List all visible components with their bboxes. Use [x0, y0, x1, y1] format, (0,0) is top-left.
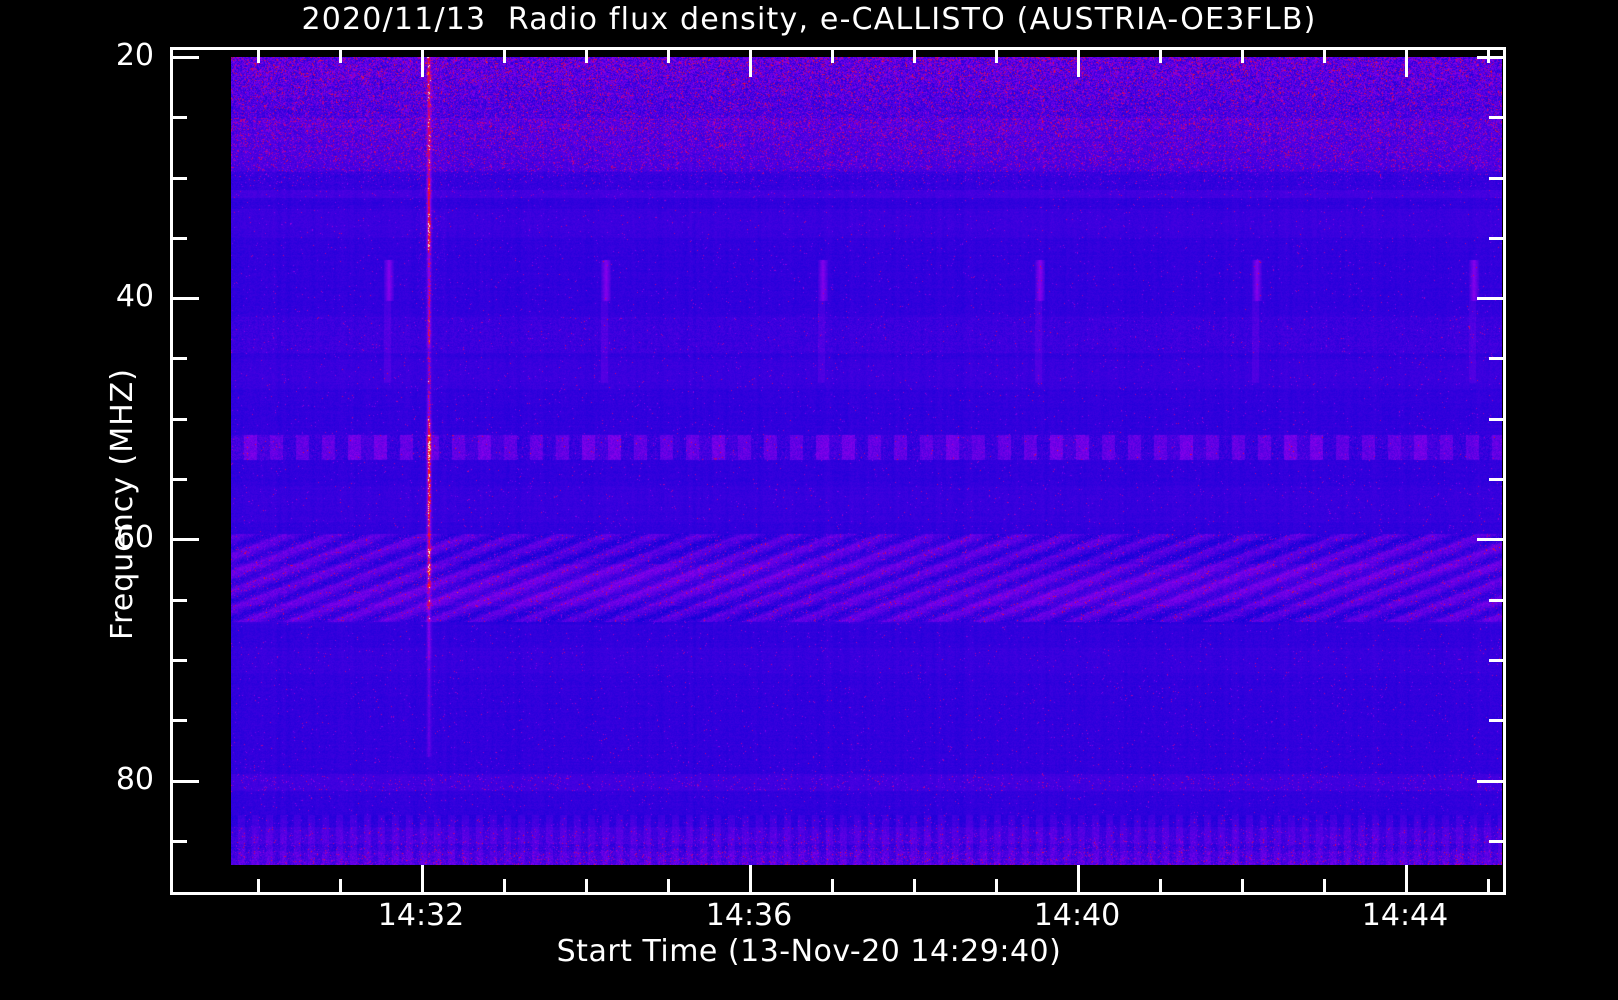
y-tick-right-85	[1489, 840, 1503, 843]
y-tick-right-30	[1489, 177, 1503, 180]
y-tick-right-75	[1489, 719, 1503, 722]
x-tick-top-11	[1159, 47, 1162, 63]
x-tick-label-14-32: 14:32	[377, 898, 465, 933]
x-tick-label-14-44: 14:44	[1361, 898, 1449, 933]
x-axis-title: Start Time (13-Nov-20 14:29:40)	[556, 934, 1062, 969]
x-tick-14	[1405, 865, 1408, 895]
x-tick-label-14-40: 14:40	[1033, 898, 1121, 933]
y-tick-right-65	[1489, 599, 1503, 602]
y-tick-right-70	[1489, 659, 1503, 662]
x-tick-top-3	[503, 47, 506, 63]
y-tick-55	[173, 478, 187, 481]
x-tick-top-5	[667, 47, 670, 63]
x-tick-12	[1241, 879, 1244, 895]
y-tick-right-50	[1489, 418, 1503, 421]
y-tick-70	[173, 659, 187, 662]
y-tick-right-45	[1489, 357, 1503, 360]
x-tick-2	[421, 865, 424, 895]
x-tick-8	[913, 879, 916, 895]
x-tick-top-8	[913, 47, 916, 63]
x-tick-5	[667, 879, 670, 895]
x-tick-4	[585, 879, 588, 895]
x-tick-6	[749, 865, 752, 895]
y-tick-65	[173, 599, 187, 602]
x-tick-10	[1077, 865, 1080, 895]
x-tick-0	[257, 879, 260, 895]
spectrogram-canvas	[231, 57, 1502, 865]
y-tick-25	[173, 116, 187, 119]
x-tick-15	[1487, 879, 1490, 895]
x-tick-top-12	[1241, 47, 1244, 63]
x-tick-top-1	[339, 47, 342, 63]
x-tick-top-10	[1077, 47, 1080, 77]
y-tick-right-55	[1489, 478, 1503, 481]
y-tick-40	[173, 297, 199, 300]
x-tick-9	[995, 879, 998, 895]
x-tick-top-7	[831, 47, 834, 63]
x-tick-top-14	[1405, 47, 1408, 77]
x-tick-13	[1323, 879, 1326, 895]
y-tick-45	[173, 357, 187, 360]
x-tick-top-0	[257, 47, 260, 63]
figure-title: 2020/11/13 Radio flux density, e-CALLIST…	[301, 2, 1317, 37]
x-tick-top-13	[1323, 47, 1326, 63]
x-tick-7	[831, 879, 834, 895]
x-tick-1	[339, 879, 342, 895]
x-tick-11	[1159, 879, 1162, 895]
x-tick-3	[503, 879, 506, 895]
x-tick-top-4	[585, 47, 588, 63]
y-tick-right-60	[1477, 538, 1503, 541]
x-tick-top-15	[1487, 47, 1490, 63]
y-tick-label-40: 40	[115, 279, 154, 314]
y-tick-right-35	[1489, 237, 1503, 240]
y-tick-60	[173, 538, 199, 541]
y-tick-label-60: 60	[115, 520, 154, 555]
x-tick-label-14-36: 14:36	[705, 898, 793, 933]
y-tick-85	[173, 840, 187, 843]
y-tick-20	[173, 56, 199, 59]
y-tick-right-25	[1489, 116, 1503, 119]
y-tick-right-20	[1477, 56, 1503, 59]
y-tick-80	[173, 780, 199, 783]
x-tick-top-6	[749, 47, 752, 77]
x-tick-top-9	[995, 47, 998, 63]
y-axis-title: Frequency (MHZ)	[105, 368, 140, 640]
y-tick-50	[173, 418, 187, 421]
y-tick-35	[173, 237, 187, 240]
x-tick-top-2	[421, 47, 424, 77]
y-tick-right-40	[1477, 297, 1503, 300]
y-tick-label-20: 20	[115, 38, 154, 73]
y-tick-30	[173, 177, 187, 180]
y-tick-label-80: 80	[115, 762, 154, 797]
y-tick-right-80	[1477, 780, 1503, 783]
spectrogram-image	[231, 57, 1502, 865]
plot-axes-frame	[170, 47, 1506, 895]
y-tick-75	[173, 719, 187, 722]
